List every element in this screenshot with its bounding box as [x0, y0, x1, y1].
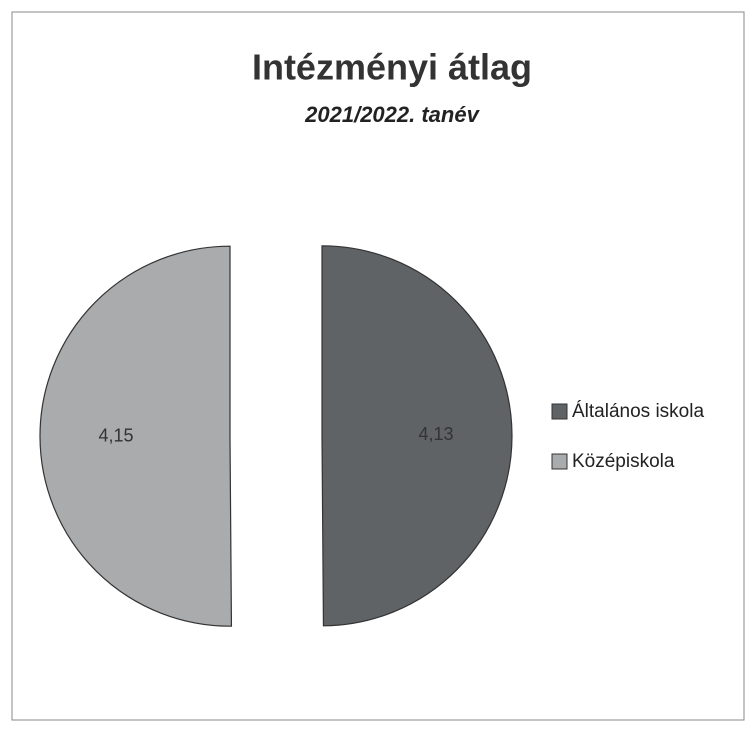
pie-slice: [321, 245, 513, 627]
legend-swatch: [551, 453, 568, 470]
chart-title: Intézményi átlag: [252, 47, 532, 88]
legend-label: Általános iskola: [572, 401, 704, 422]
pie-slice: [39, 245, 233, 627]
chart-subtitle: 2021/2022. tanév: [304, 102, 480, 127]
data-label: 4,13: [418, 424, 453, 444]
data-label: 4,15: [98, 425, 133, 445]
legend-label: Középiskola: [572, 451, 675, 472]
legend-swatch: [551, 403, 568, 420]
